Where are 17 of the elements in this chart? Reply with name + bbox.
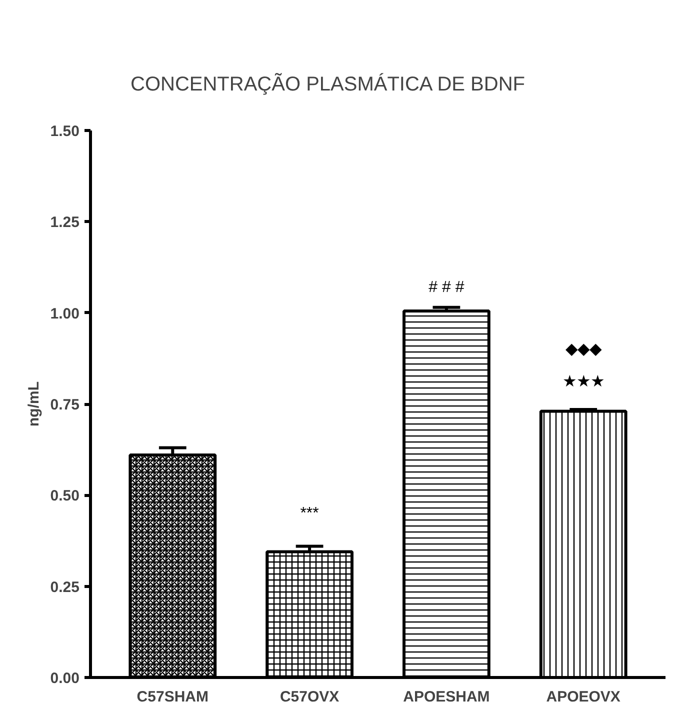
y-tick-label: 0.75: [50, 396, 80, 414]
annotation: ***: [300, 504, 319, 522]
y-tick-label: 0.25: [50, 578, 80, 596]
annotation: ★★★: [562, 374, 604, 391]
y-tick-label: 1.25: [50, 214, 80, 232]
y-axis-title: ng/mL: [25, 381, 42, 426]
y-tick-label: 0.50: [50, 488, 80, 505]
x-tick-label: C57OVX: [280, 688, 340, 706]
x-tick-label: C57SHAM: [136, 688, 208, 706]
chart-title: CONCENTRAÇÃO PLASMÁTICA DE BDNF: [130, 72, 526, 96]
y-tick-label: 1.50: [50, 123, 80, 140]
y-tick-label: 0.00: [50, 670, 80, 687]
x-tick-label: APOEOVX: [546, 688, 620, 706]
annotation: # # #: [428, 278, 464, 296]
annotation: ◆◆◆: [565, 340, 602, 358]
y-tick-label: 1.00: [50, 305, 80, 322]
x-tick-label: APOESHAM: [403, 688, 490, 706]
